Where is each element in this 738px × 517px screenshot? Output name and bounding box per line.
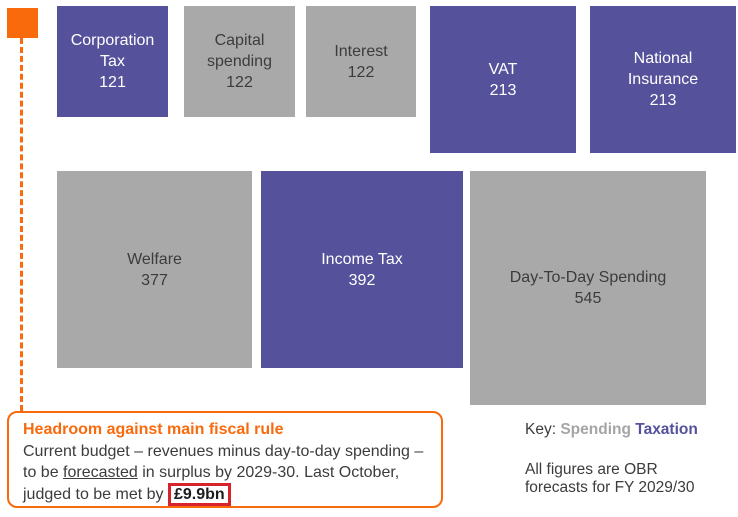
box-value: 213 [649, 92, 677, 109]
box-label: Interest [334, 42, 388, 60]
callout-title: Headroom against main fiscal rule [23, 421, 284, 438]
box-value: 122 [347, 63, 375, 81]
box-income-tax: Income Tax 392 [261, 171, 463, 368]
box-label: National Insurance [627, 50, 699, 88]
box-label: Day-To-Day Spending [509, 269, 667, 286]
callout-text-2: in surplus by 2029-30. Last October, jud… [23, 464, 400, 503]
headroom-callout: Headroom against main fiscal rule Curren… [7, 411, 443, 508]
legend: Key: Spending Taxation [525, 421, 698, 439]
box-label: Capital spending [207, 32, 272, 70]
legend-item-taxation: Taxation [635, 421, 698, 438]
box-day-to-day-spending: Day-To-Day Spending 545 [470, 171, 706, 405]
legend-title: Key: [525, 421, 557, 438]
box-national-insurance: National Insurance 213 [590, 6, 736, 153]
box-vat: VAT 213 [430, 6, 576, 153]
legend-item-spending: Spending [560, 421, 631, 438]
callout-anchor-square [7, 8, 38, 38]
callout-text-1: Current budget – revenues minus day-to-d… [23, 442, 424, 482]
box-welfare: Welfare 377 [57, 171, 252, 368]
box-corporation-tax: Corporation Tax 121 [57, 6, 168, 117]
callout-highlighted-value: £9.9bn [167, 482, 231, 506]
box-value: 121 [99, 74, 126, 91]
box-value: 122 [226, 74, 253, 91]
source-footnote: All figures are OBR forecasts for FY 202… [525, 461, 695, 496]
box-label: VAT [488, 60, 518, 78]
box-value: 392 [348, 271, 376, 289]
box-value: 213 [489, 81, 517, 99]
callout-connector-line [20, 38, 23, 411]
box-value: 377 [141, 271, 168, 289]
box-label: Income Tax [321, 250, 403, 268]
callout-body: Current budget – revenues minus day-to-d… [23, 441, 427, 506]
box-interest: Interest 122 [306, 6, 416, 117]
box-value: 545 [574, 290, 602, 307]
box-capital-spending: Capital spending 122 [184, 6, 295, 117]
box-label: Corporation Tax [70, 32, 155, 70]
box-label: Welfare [127, 250, 182, 268]
callout-underlined-word: forecasted [63, 464, 138, 481]
